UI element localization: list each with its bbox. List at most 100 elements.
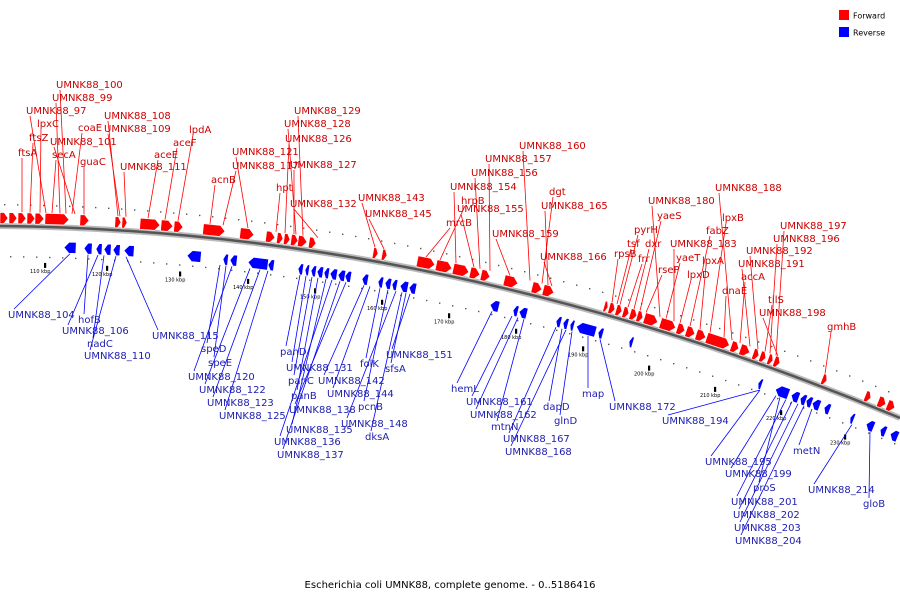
forward-gene-label[interactable]: UMNK88_191 <box>738 259 805 270</box>
forward-gene-label[interactable]: UMNK88_97 <box>26 106 86 117</box>
reverse-gene-feature[interactable] <box>361 273 370 286</box>
forward-gene-label[interactable]: UMNK88_126 <box>285 134 352 145</box>
forward-gene-label[interactable]: UMNK88_143 <box>358 193 425 204</box>
reverse-gene-feature[interactable] <box>304 264 311 277</box>
forward-gene-feature[interactable] <box>541 284 555 298</box>
reverse-gene-feature[interactable] <box>103 243 112 256</box>
forward-gene-feature[interactable] <box>602 300 610 313</box>
forward-gene-label[interactable]: UMNK88_127 <box>290 160 357 171</box>
forward-gene-feature[interactable] <box>434 259 453 274</box>
forward-gene-feature[interactable] <box>765 353 774 366</box>
reverse-gene-feature[interactable] <box>63 241 77 254</box>
reverse-gene-label[interactable]: panD <box>280 347 307 358</box>
reverse-gene-label[interactable]: UMNK88_199 <box>725 469 792 480</box>
forward-gene-feature[interactable] <box>621 306 631 319</box>
forward-gene-feature[interactable] <box>694 328 708 343</box>
forward-gene-label[interactable]: yaeS <box>657 211 682 222</box>
reverse-gene-label[interactable]: speE <box>208 358 232 369</box>
forward-gene-feature[interactable] <box>307 236 317 249</box>
forward-gene-label[interactable]: rseP <box>658 265 680 276</box>
reverse-gene-feature[interactable] <box>408 282 418 295</box>
forward-gene-label[interactable]: aceE <box>154 150 178 161</box>
reverse-gene-feature[interactable] <box>344 270 353 283</box>
reverse-gene-label[interactable]: mtnN <box>491 422 518 433</box>
reverse-gene-label[interactable]: hofB <box>78 315 101 326</box>
reverse-gene-feature[interactable] <box>628 336 635 349</box>
forward-gene-label[interactable]: UMNK88_111 <box>120 162 187 173</box>
reverse-gene-label[interactable]: UMNK88_120 <box>188 372 255 383</box>
reverse-gene-label[interactable]: panB <box>291 391 317 402</box>
forward-gene-label[interactable]: UMNK88_121 <box>232 147 299 158</box>
reverse-gene-label[interactable]: UMNK88_167 <box>503 434 570 445</box>
reverse-gene-feature[interactable] <box>822 403 833 416</box>
reverse-gene-feature[interactable] <box>789 390 802 404</box>
reverse-gene-label[interactable]: pcnB <box>358 402 383 413</box>
forward-gene-label[interactable]: UMNK88_156 <box>471 168 538 179</box>
forward-gene-feature[interactable] <box>750 347 760 361</box>
forward-gene-label[interactable]: UMNK88_129 <box>294 106 361 117</box>
forward-gene-label[interactable]: UMNK88_154 <box>450 182 517 193</box>
reverse-gene-label[interactable]: UMNK88_194 <box>662 416 729 427</box>
reverse-gene-feature[interactable] <box>247 257 269 271</box>
forward-gene-feature[interactable] <box>264 230 276 243</box>
forward-gene-feature[interactable] <box>239 227 255 241</box>
reverse-gene-label[interactable]: UMNK88_136 <box>274 437 341 448</box>
forward-gene-label[interactable]: UMNK88_128 <box>284 119 351 130</box>
reverse-gene-feature[interactable] <box>222 253 229 266</box>
forward-gene-feature[interactable] <box>614 304 624 317</box>
reverse-gene-feature[interactable] <box>810 398 823 412</box>
forward-gene-label[interactable]: accA <box>741 272 765 283</box>
reverse-gene-feature[interactable] <box>267 259 276 272</box>
forward-gene-feature[interactable] <box>371 247 379 260</box>
reverse-gene-label[interactable]: UMNK88_106 <box>62 326 129 337</box>
forward-gene-label[interactable]: UMNK88_180 <box>648 196 715 207</box>
forward-gene-feature[interactable] <box>607 302 617 315</box>
forward-gene-feature[interactable] <box>79 214 90 227</box>
reverse-gene-feature[interactable] <box>878 425 889 438</box>
forward-gene-label[interactable]: coaE <box>78 123 102 134</box>
reverse-gene-label[interactable]: UMNK88_162 <box>470 410 537 421</box>
forward-gene-feature[interactable] <box>34 212 45 225</box>
forward-gene-label[interactable]: tilS <box>768 295 784 306</box>
reverse-gene-label[interactable]: UMNK88_201 <box>731 497 798 508</box>
forward-gene-label[interactable]: pyrH <box>634 225 658 236</box>
forward-gene-feature[interactable] <box>771 355 781 368</box>
forward-gene-label[interactable]: frr <box>638 254 650 265</box>
forward-gene-label[interactable]: rpsB <box>614 249 637 260</box>
forward-gene-label[interactable]: gmhB <box>827 322 856 333</box>
forward-gene-feature[interactable] <box>468 266 481 280</box>
forward-gene-label[interactable]: UMNK88_109 <box>104 124 171 135</box>
forward-gene-label[interactable]: UMNK88_165 <box>541 201 608 212</box>
forward-gene-feature[interactable] <box>642 312 660 328</box>
forward-gene-feature[interactable] <box>415 255 436 270</box>
forward-gene-feature[interactable] <box>502 274 519 289</box>
forward-gene-label[interactable]: hrpB <box>461 196 485 207</box>
reverse-gene-label[interactable]: map <box>582 389 604 400</box>
reverse-gene-label[interactable]: UMNK88_115 <box>152 331 219 342</box>
forward-gene-feature[interactable] <box>658 317 678 333</box>
forward-gene-feature[interactable] <box>684 325 697 339</box>
reverse-gene-feature[interactable] <box>489 300 501 313</box>
forward-gene-feature[interactable] <box>704 332 731 350</box>
forward-gene-feature[interactable] <box>628 308 639 322</box>
forward-gene-feature[interactable] <box>282 233 291 246</box>
reverse-gene-label[interactable]: dksA <box>365 432 389 443</box>
reverse-gene-label[interactable]: UMNK88_131 <box>286 363 353 374</box>
forward-gene-label[interactable]: UMNK88_100 <box>56 80 123 91</box>
forward-gene-feature[interactable] <box>296 235 308 248</box>
reverse-gene-label[interactable]: metN <box>793 446 820 457</box>
forward-gene-label[interactable]: ftsZ <box>29 133 48 144</box>
forward-gene-feature[interactable] <box>530 281 543 295</box>
forward-gene-label[interactable]: UMNK88_197 <box>780 221 847 232</box>
reverse-gene-label[interactable]: hemL <box>451 384 479 395</box>
forward-gene-label[interactable]: UMNK88_196 <box>773 234 840 245</box>
reverse-gene-feature[interactable] <box>597 327 605 340</box>
forward-gene-feature[interactable] <box>675 322 687 336</box>
forward-gene-label[interactable]: UMNK88_166 <box>540 252 607 263</box>
reverse-gene-label[interactable]: UMNK88_202 <box>733 510 800 521</box>
forward-gene-label[interactable]: UMNK88_132 <box>290 199 357 210</box>
forward-gene-feature[interactable] <box>160 219 174 232</box>
reverse-gene-feature[interactable] <box>399 280 410 294</box>
forward-gene-label[interactable]: lpxD <box>687 270 710 281</box>
reverse-gene-label[interactable]: UMNK88_195 <box>705 457 772 468</box>
